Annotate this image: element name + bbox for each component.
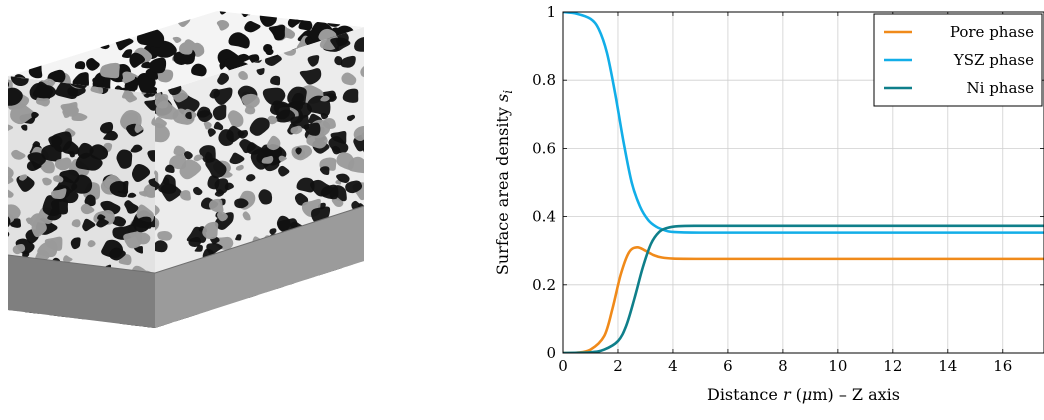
x-tick-label: 4: [668, 357, 678, 375]
x-tick-label: 16: [993, 357, 1012, 375]
axes-frame: [562, 11, 1044, 354]
series-line-pore-phase: [563, 245, 1044, 353]
x-tick-label: 2: [613, 357, 623, 375]
cube-substrate-layer: [7, 205, 365, 328]
series-line-ysz-phase: [563, 12, 1044, 234]
legend-label: Ni phase: [967, 79, 1035, 97]
y-tick-label: 0.2: [532, 276, 556, 294]
y-tick-label: 0: [546, 344, 556, 362]
legend-label: Pore phase: [950, 23, 1034, 41]
x-axis-label: Distance r (μm) – Z axis: [707, 385, 900, 404]
x-tick-label: 0: [558, 357, 568, 375]
x-tick-label: 10: [828, 357, 847, 375]
y-axis-label: Surface area density si: [493, 90, 515, 275]
x-tick-label: 8: [778, 357, 788, 375]
chart-series: [563, 12, 1044, 353]
line-chart: 0 2 4 6 8 10 12 14 16 0 0.2 0.4 0.6 0.8 1 Distance r (…: [493, 3, 1044, 404]
y-tick-label: 0.6: [532, 139, 556, 157]
y-tick-label: 0.8: [532, 71, 556, 89]
x-tick-label: 12: [883, 357, 902, 375]
y-tick-label: 1: [546, 3, 556, 21]
series-line-ni-phase: [563, 224, 1044, 353]
chart-ticks: 0 2 4 6 8 10 12 14 16 0 0.2 0.4 0.6 0.8 1: [532, 3, 1044, 375]
chart-legend: Pore phase YSZ phase Ni phase: [873, 13, 1043, 107]
x-tick-label: 14: [938, 357, 957, 375]
y-tick-label: 0.4: [532, 208, 556, 226]
legend-label: YSZ phase: [953, 51, 1034, 69]
x-tick-label: 6: [723, 357, 733, 375]
microstructure-cube: [7, 11, 365, 328]
